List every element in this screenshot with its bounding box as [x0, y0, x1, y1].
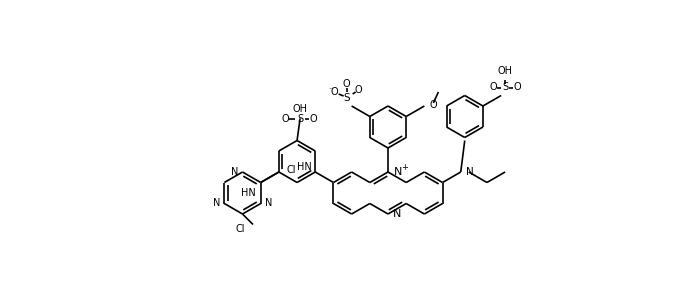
- Text: N: N: [466, 167, 473, 177]
- Text: S: S: [297, 114, 303, 123]
- Text: O: O: [513, 83, 521, 92]
- Text: HN: HN: [241, 188, 256, 197]
- Text: O: O: [355, 85, 362, 95]
- Text: O: O: [331, 87, 338, 97]
- Text: O: O: [489, 83, 497, 92]
- Text: HN: HN: [297, 162, 311, 172]
- Text: N: N: [393, 209, 401, 219]
- Text: Cl: Cl: [287, 165, 297, 175]
- Text: O: O: [282, 114, 289, 123]
- Text: O: O: [429, 100, 437, 110]
- Text: ⁻: ⁻: [328, 86, 333, 95]
- Text: OH: OH: [292, 104, 308, 115]
- Text: N: N: [231, 167, 238, 177]
- Text: S: S: [502, 83, 508, 92]
- Text: O: O: [309, 114, 317, 123]
- Text: O: O: [342, 79, 351, 89]
- Text: S: S: [343, 93, 350, 103]
- Text: Cl: Cl: [236, 223, 245, 234]
- Text: +: +: [401, 164, 408, 173]
- Text: N: N: [264, 199, 272, 208]
- Text: OH: OH: [497, 65, 512, 76]
- Text: N: N: [394, 167, 402, 177]
- Text: N: N: [213, 199, 221, 208]
